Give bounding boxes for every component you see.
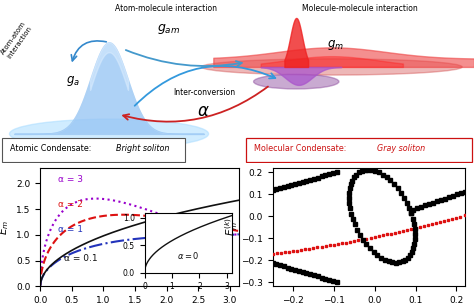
Text: $g_a$: $g_a$ <box>66 74 81 88</box>
FancyBboxPatch shape <box>2 138 185 162</box>
Text: $g_{am}$: $g_{am}$ <box>157 22 180 36</box>
Y-axis label: $E_m$: $E_m$ <box>0 220 10 235</box>
Y-axis label: $E_m^{(k)}$: $E_m^{(k)}$ <box>223 218 239 237</box>
Text: α = 3: α = 3 <box>58 175 83 184</box>
Text: $\alpha$: $\alpha$ <box>198 102 210 120</box>
Text: Molecular Condensate:: Molecular Condensate: <box>254 144 348 153</box>
Ellipse shape <box>254 74 339 89</box>
Text: Inter-conversion: Inter-conversion <box>173 88 235 97</box>
Text: Gray soliton: Gray soliton <box>377 144 425 153</box>
Text: $g_m$: $g_m$ <box>327 38 344 52</box>
Text: Atom-molecule interaction: Atom-molecule interaction <box>115 4 217 14</box>
Text: Bright soliton: Bright soliton <box>116 144 170 153</box>
Text: α = 0.1: α = 0.1 <box>64 254 98 263</box>
FancyBboxPatch shape <box>246 138 472 162</box>
Ellipse shape <box>201 59 462 75</box>
Text: α = 2: α = 2 <box>58 200 83 209</box>
Text: Atomic Condensate:: Atomic Condensate: <box>10 144 94 153</box>
Text: α = 1: α = 1 <box>58 225 83 234</box>
Ellipse shape <box>9 119 209 148</box>
Text: Atom-atom
interaction: Atom-atom interaction <box>0 20 33 60</box>
Text: Molecule-molecule interaction: Molecule-molecule interaction <box>302 4 418 14</box>
Text: $\alpha=0$: $\alpha=0$ <box>177 250 200 261</box>
